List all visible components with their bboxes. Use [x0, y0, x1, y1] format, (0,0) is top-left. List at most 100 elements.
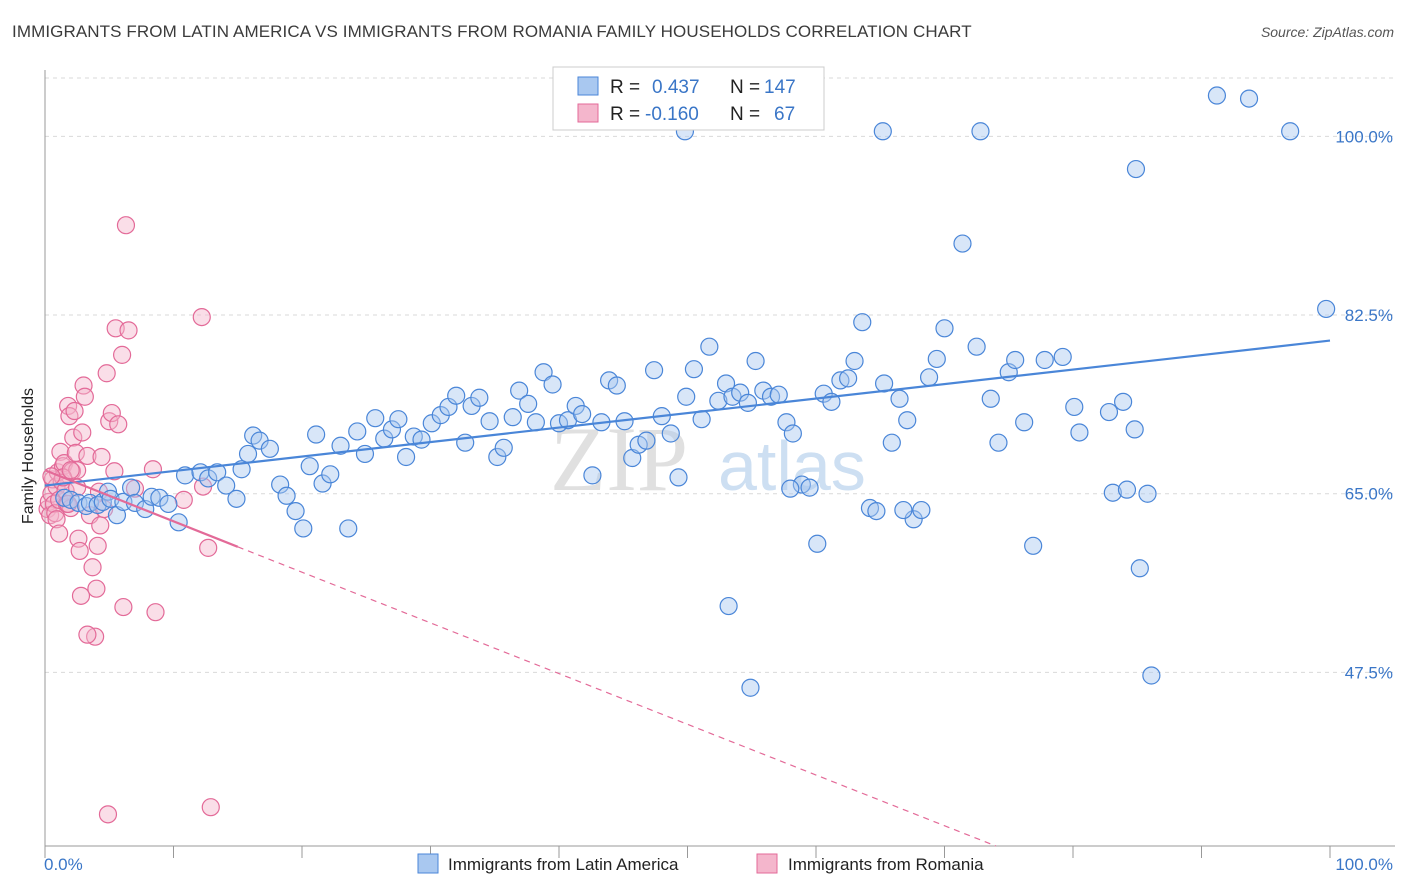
point-latin-america — [1239, 89, 1259, 108]
point-latin-america — [1006, 350, 1025, 370]
point-latin-america — [1138, 484, 1157, 503]
point-romania — [75, 387, 94, 406]
point-latin-america — [853, 313, 872, 332]
series-romania-points — [38, 216, 220, 824]
point-latin-america — [919, 368, 939, 387]
correlation-legend: R = 0.437 N = 147 R = -0.160 N = 67 — [552, 66, 825, 131]
legend-n-label-2: N = — [730, 104, 760, 125]
point-romania — [192, 307, 211, 327]
point-latin-america — [313, 474, 332, 493]
point-latin-america — [927, 349, 946, 369]
point-latin-america — [867, 501, 886, 521]
point-romania — [61, 461, 80, 480]
point-latin-america — [470, 388, 489, 407]
gridlines — [45, 77, 1395, 673]
point-latin-america — [719, 596, 738, 616]
point-latin-america — [1099, 402, 1119, 422]
bottom-legend-label-latin-america: Immigrants from Latin America — [448, 855, 679, 874]
point-latin-america — [396, 447, 416, 467]
point-latin-america — [159, 494, 178, 514]
point-latin-america — [271, 475, 290, 494]
point-romania — [146, 603, 165, 622]
point-latin-america — [935, 319, 954, 338]
watermark: ZIP atlas — [550, 408, 866, 510]
point-romania — [112, 345, 132, 364]
point-latin-america — [260, 439, 279, 458]
point-latin-america — [573, 404, 592, 424]
y-tick-label: 65.0% — [1345, 485, 1393, 504]
x-ticks — [44, 846, 1331, 858]
point-romania — [201, 798, 220, 817]
point-romania — [174, 490, 193, 509]
point-latin-america — [1281, 122, 1300, 141]
x-tick-labels: 0.0% 100.0% — [44, 855, 1393, 874]
legend-n-value-1: 147 — [764, 77, 796, 98]
point-latin-america — [121, 478, 141, 497]
point-latin-america — [1035, 350, 1054, 370]
point-latin-america — [382, 420, 402, 439]
point-latin-america — [503, 408, 522, 427]
source-label: Source: ZipAtlas.com — [1260, 24, 1394, 40]
point-latin-america — [637, 431, 656, 450]
point-latin-america — [644, 361, 664, 380]
point-romania — [64, 428, 83, 447]
point-latin-america — [777, 413, 796, 432]
point-romania — [116, 216, 136, 235]
point-romania — [88, 536, 107, 555]
chart-title: IMMIGRANTS FROM LATIN AMERICA VS IMMIGRA… — [12, 22, 972, 41]
point-latin-america — [1142, 666, 1161, 685]
point-latin-america — [238, 444, 258, 464]
x-tick-label-min: 0.0% — [44, 855, 83, 874]
point-romania — [78, 625, 97, 644]
point-latin-america — [890, 389, 909, 408]
point-latin-america — [208, 463, 227, 482]
point-romania — [87, 579, 106, 598]
point-latin-america — [783, 424, 802, 443]
y-tick-label: 100.0% — [1335, 127, 1393, 146]
point-latin-america — [366, 409, 385, 428]
point-latin-america — [412, 430, 431, 449]
point-latin-america — [1024, 536, 1043, 555]
point-latin-america — [1015, 413, 1034, 432]
point-latin-america — [447, 386, 466, 405]
point-romania — [71, 586, 91, 605]
point-latin-america — [808, 534, 827, 553]
legend-r-value-2: -0.160 — [645, 104, 699, 125]
point-latin-america — [741, 678, 760, 697]
point-latin-america — [898, 411, 917, 430]
point-romania — [65, 401, 84, 421]
point-romania — [97, 364, 116, 383]
point-latin-america — [839, 369, 858, 388]
point-latin-america — [543, 375, 562, 394]
point-latin-america — [277, 486, 296, 505]
point-romania — [199, 538, 218, 557]
bottom-legend-swatch-blue — [417, 853, 439, 874]
point-latin-america — [1207, 86, 1227, 105]
point-latin-america — [661, 424, 680, 443]
point-latin-america — [1117, 480, 1137, 499]
point-latin-america — [534, 363, 553, 382]
point-latin-america — [199, 469, 218, 488]
legend-swatch-blue — [577, 76, 599, 96]
legend-r-label-2: R = — [610, 104, 640, 125]
point-latin-america — [583, 466, 602, 485]
point-romania — [105, 462, 124, 481]
point-latin-america — [845, 351, 864, 371]
point-latin-america — [738, 393, 757, 412]
point-romania — [70, 541, 89, 561]
point-latin-america — [912, 500, 931, 520]
point-romania — [143, 460, 163, 479]
x-tick-label-max: 100.0% — [1335, 855, 1393, 874]
bottom-legend-label-romania: Immigrants from Romania — [788, 855, 984, 874]
point-latin-america — [746, 351, 765, 371]
point-latin-america — [1103, 483, 1122, 502]
point-latin-america — [227, 489, 246, 508]
series-latin-america-points — [55, 86, 1336, 697]
point-romania — [73, 423, 92, 442]
trend-line-latin-america — [44, 339, 1331, 487]
point-latin-america — [1053, 347, 1072, 367]
axes — [44, 70, 1395, 847]
point-romania — [51, 442, 70, 461]
point-latin-america — [800, 478, 819, 497]
point-romania — [50, 524, 69, 543]
